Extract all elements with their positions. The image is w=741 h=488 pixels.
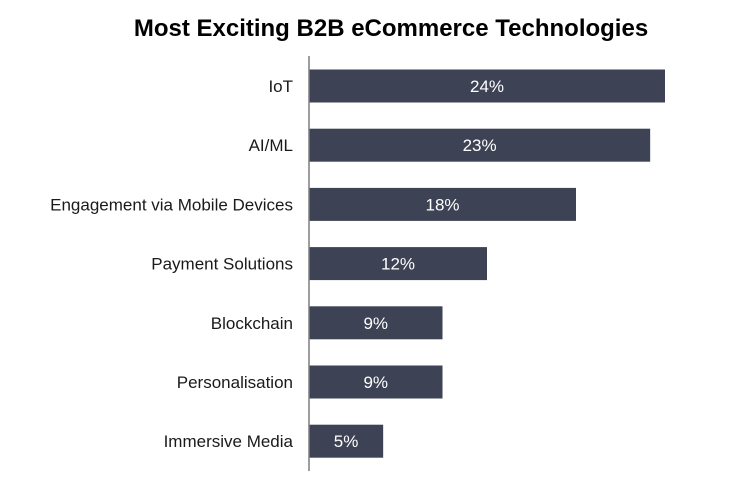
bar-2 [309, 187, 576, 221]
bar-3 [309, 247, 487, 281]
category-label: Blockchain [211, 314, 293, 333]
bar-0 [309, 69, 665, 103]
category-label: IoT [268, 77, 293, 96]
bars-group [309, 69, 665, 458]
value-labels: 24% 23% 18% 12% 9% 9% 5% [334, 77, 504, 451]
bar-1 [309, 128, 651, 162]
value-label: 5% [334, 432, 359, 451]
bar-4 [309, 306, 443, 340]
value-label: 12% [381, 255, 415, 274]
value-label: 23% [463, 136, 497, 155]
value-label: 9% [363, 314, 388, 333]
category-label: AI/ML [249, 136, 293, 155]
bar-5 [309, 365, 443, 399]
value-label: 18% [425, 195, 459, 214]
category-label: Personalisation [177, 373, 293, 392]
value-label: 9% [363, 373, 388, 392]
category-label: Payment Solutions [151, 255, 293, 274]
bar-6 [309, 424, 384, 458]
chart-title: Most Exciting B2B eCommerce Technologies [134, 15, 648, 42]
category-label: Engagement via Mobile Devices [50, 195, 293, 214]
category-labels: IoT AI/ML Engagement via Mobile Devices Pay… [50, 77, 293, 451]
category-label: Immersive Media [164, 432, 294, 451]
value-label: 24% [470, 77, 504, 96]
